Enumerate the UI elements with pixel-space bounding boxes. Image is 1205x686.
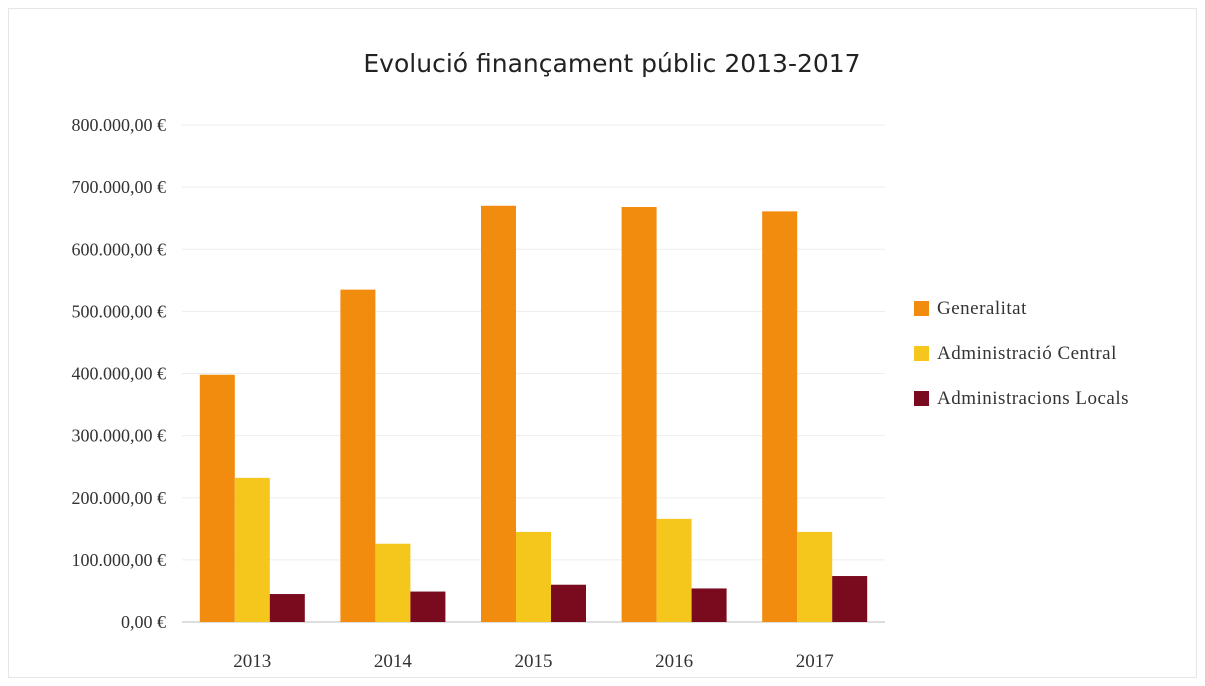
y-tick-label: 600.000,00 € bbox=[72, 239, 167, 259]
y-tick-label: 800.000,00 € bbox=[72, 115, 167, 135]
x-tick-label: 2013 bbox=[233, 651, 271, 672]
y-tick-label: 0,00 € bbox=[121, 612, 166, 632]
bar-administraci-central-2017 bbox=[797, 531, 833, 622]
bar-generalitat-2017 bbox=[762, 211, 798, 622]
chart-title: Evolució finançament públic 2013-2017 bbox=[363, 49, 860, 78]
y-tick-label: 300.000,00 € bbox=[72, 426, 167, 446]
legend-swatch bbox=[914, 301, 929, 316]
bars bbox=[199, 205, 868, 622]
bar-administraci-central-2014 bbox=[375, 543, 411, 622]
bar-administraci-central-2013 bbox=[234, 477, 270, 622]
legend: Generalitat Administració Central Administ… bbox=[914, 298, 1129, 409]
y-axis-ticks: 0,00 € 100.000,00 € 200.000,00 € 300.000,00… bbox=[72, 115, 167, 632]
bar-administracions-locals-2015 bbox=[551, 584, 586, 622]
y-tick-label: 100.000,00 € bbox=[72, 550, 167, 570]
legend-label: Administració Central bbox=[937, 343, 1117, 364]
x-tick-label: 2014 bbox=[374, 651, 413, 672]
bar-generalitat-2013 bbox=[199, 374, 235, 622]
bar-administracions-locals-2016 bbox=[691, 588, 727, 622]
legend-label: Generalitat bbox=[937, 298, 1027, 319]
bar-administracions-locals-2017 bbox=[832, 576, 868, 622]
bar-administraci-central-2016 bbox=[656, 518, 692, 622]
legend-label: Administracions Locals bbox=[937, 388, 1129, 409]
bar-generalitat-2014 bbox=[340, 289, 376, 622]
x-tick-label: 2016 bbox=[655, 651, 693, 672]
y-tick-label: 500.000,00 € bbox=[72, 301, 167, 321]
x-tick-label: 2017 bbox=[796, 651, 834, 672]
bar-generalitat-2016 bbox=[621, 207, 657, 622]
legend-swatch bbox=[914, 346, 929, 361]
y-tick-label: 400.000,00 € bbox=[72, 364, 167, 384]
legend-swatch bbox=[914, 391, 929, 406]
bar-administraci-central-2015 bbox=[516, 531, 551, 622]
x-axis-ticks: 2013 2014 2015 2016 2017 bbox=[233, 651, 833, 672]
y-tick-label: 200.000,00 € bbox=[72, 488, 167, 508]
x-tick-label: 2015 bbox=[515, 651, 553, 672]
y-tick-label: 700.000,00 € bbox=[72, 177, 167, 197]
bar-generalitat-2015 bbox=[481, 205, 516, 622]
bar-administracions-locals-2014 bbox=[410, 591, 446, 622]
bar-administracions-locals-2013 bbox=[269, 594, 305, 622]
